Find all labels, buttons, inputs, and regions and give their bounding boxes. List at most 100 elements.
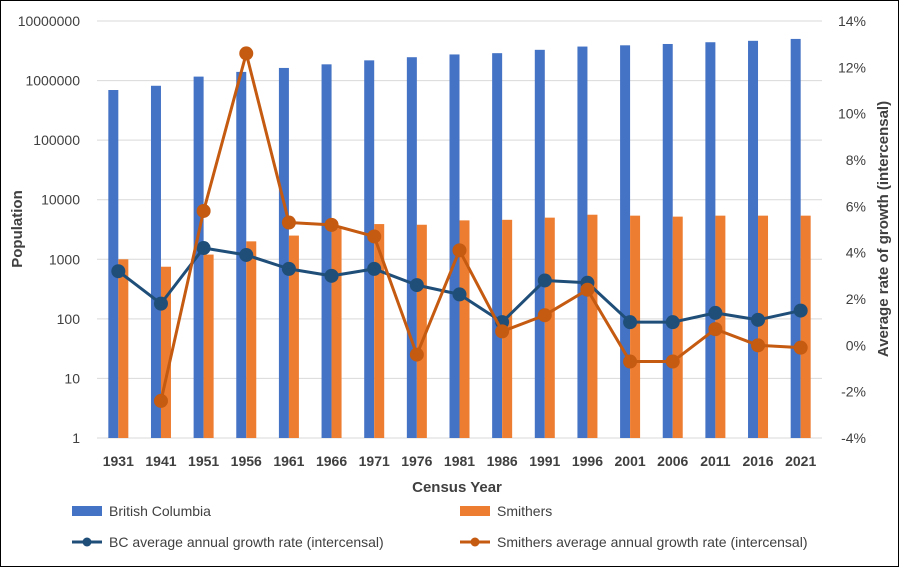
- y-tick-label: 100: [57, 311, 81, 327]
- y2-tick-label: 6%: [846, 198, 866, 214]
- y-tick-label: 10000: [41, 192, 80, 208]
- x-tick-label: 1961: [273, 453, 304, 469]
- point-smithers-average-annual-growth-rate-intercensal: [196, 203, 211, 218]
- point-smithers-average-annual-growth-rate-intercensal: [153, 393, 168, 408]
- y2-tick-label: -4%: [841, 430, 866, 446]
- legend-label-british-columbia: British Columbia: [109, 503, 211, 519]
- point-bc-average-annual-growth-rate-intercensal: [111, 264, 126, 279]
- y-axis-title: Population: [9, 190, 26, 268]
- x-tick-label: 2011: [700, 453, 731, 469]
- point-smithers-average-annual-growth-rate-intercensal: [793, 340, 808, 355]
- bar-british-columbia: [492, 53, 503, 439]
- y2-tick-label: 2%: [846, 291, 866, 307]
- point-smithers-average-annual-growth-rate-intercensal: [239, 46, 254, 61]
- bar-smithers: [160, 266, 171, 438]
- x-tick-label: 1966: [316, 453, 347, 469]
- legend-item-smithers: Smithers: [460, 503, 552, 519]
- x-tick-label: 2006: [657, 453, 688, 469]
- right-axis-ticks: -4% -2% 0% 2% 4% 6% 8% 10% 12% 14%: [838, 13, 866, 446]
- point-bc-average-annual-growth-rate-intercensal: [153, 296, 168, 311]
- point-bc-average-annual-growth-rate-intercensal: [623, 315, 638, 330]
- point-smithers-average-annual-growth-rate-intercensal: [580, 282, 595, 297]
- x-tick-label: 1951: [188, 453, 219, 469]
- y2-tick-label: 12%: [838, 59, 866, 75]
- y-tick-label: 1000: [49, 251, 80, 267]
- y2-tick-label: 14%: [838, 13, 866, 29]
- legend: British Columbia Smithers BC average ann…: [72, 503, 808, 550]
- x-tick-label: 1991: [529, 453, 560, 469]
- bar-british-columbia: [108, 90, 119, 438]
- bar-smithers: [758, 215, 769, 438]
- x-tick-label: 1986: [487, 453, 518, 469]
- point-bc-average-annual-growth-rate-intercensal: [239, 247, 254, 262]
- bar-smithers: [288, 235, 299, 438]
- point-smithers-average-annual-growth-rate-intercensal: [452, 243, 467, 258]
- x-tick-label: 1971: [359, 453, 390, 469]
- point-smithers-average-annual-growth-rate-intercensal: [537, 308, 552, 323]
- bar-smithers: [246, 241, 257, 438]
- point-smithers-average-annual-growth-rate-intercensal: [623, 354, 638, 369]
- y2-axis-title: Average rate of growth (intercensal): [875, 101, 892, 357]
- line-smithers-average-annual-growth-rate-intercensal: [159, 51, 801, 402]
- legend-swatch-smithers: [460, 506, 490, 516]
- y2-tick-label: 10%: [838, 106, 866, 122]
- legend-marker-smithers-growth: [470, 537, 480, 547]
- point-bc-average-annual-growth-rate-intercensal: [665, 315, 680, 330]
- point-bc-average-annual-growth-rate-intercensal: [452, 287, 467, 302]
- y2-tick-label: 0%: [846, 337, 866, 353]
- x-tick-label: 1931: [103, 453, 134, 469]
- x-tick-label: 2001: [615, 453, 646, 469]
- bar-british-columbia: [748, 40, 759, 438]
- bar-british-columbia: [278, 67, 289, 439]
- y2-tick-label: 4%: [846, 245, 866, 261]
- x-tick-label: 1976: [401, 453, 432, 469]
- point-smithers-average-annual-growth-rate-intercensal: [495, 324, 510, 339]
- x-tick-label: 1956: [231, 453, 262, 469]
- point-bc-average-annual-growth-rate-intercensal: [751, 312, 766, 327]
- point-smithers-average-annual-growth-rate-intercensal: [367, 229, 382, 244]
- bar-british-columbia: [364, 60, 375, 438]
- point-bc-average-annual-growth-rate-intercensal: [793, 303, 808, 318]
- legend-swatch-british-columbia: [72, 506, 102, 516]
- y2-tick-label: 8%: [846, 152, 866, 168]
- bar-smithers: [416, 224, 427, 438]
- point-bc-average-annual-growth-rate-intercensal: [367, 261, 382, 276]
- gridlines: [97, 20, 822, 439]
- point-smithers-average-annual-growth-rate-intercensal: [665, 354, 680, 369]
- bar-smithers: [374, 224, 385, 438]
- x-tick-label: 2021: [785, 453, 816, 469]
- point-smithers-average-annual-growth-rate-intercensal: [708, 322, 723, 337]
- bar-smithers: [331, 228, 342, 438]
- bar-british-columbia: [577, 46, 588, 438]
- bar-british-columbia: [790, 38, 801, 439]
- legend-label-smithers: Smithers: [497, 503, 552, 519]
- legend-label-smithers-growth: Smithers average annual growth rate (int…: [497, 534, 808, 550]
- bar-british-columbia: [620, 45, 631, 439]
- y-tick-label: 1000000: [25, 73, 80, 89]
- bar-british-columbia: [534, 49, 545, 439]
- bar-british-columbia: [406, 57, 417, 438]
- y-tick-label: 10000000: [18, 13, 81, 29]
- legend-label-bc-growth: BC average annual growth rate (intercens…: [109, 534, 384, 550]
- point-smithers-average-annual-growth-rate-intercensal: [324, 217, 339, 232]
- bars: [108, 38, 811, 439]
- point-smithers-average-annual-growth-rate-intercensal: [751, 338, 766, 353]
- legend-marker-bc-growth: [82, 537, 92, 547]
- x-axis-ticks: 1931 1941 1951 1956 1961 1966 1971 1976 1981 1986…: [103, 453, 817, 469]
- bar-smithers: [544, 217, 555, 438]
- bar-british-columbia: [321, 64, 332, 438]
- x-tick-label: 1996: [572, 453, 603, 469]
- bar-smithers: [203, 254, 214, 438]
- point-bc-average-annual-growth-rate-intercensal: [537, 273, 552, 288]
- y-tick-label: 1: [72, 430, 80, 446]
- y-tick-label: 10: [64, 370, 80, 386]
- bar-british-columbia: [662, 43, 673, 438]
- point-smithers-average-annual-growth-rate-intercensal: [409, 347, 424, 362]
- point-bc-average-annual-growth-rate-intercensal: [324, 268, 339, 283]
- lines: [111, 46, 808, 408]
- y-tick-label: 100000: [33, 132, 80, 148]
- x-tick-label: 1981: [444, 453, 475, 469]
- point-bc-average-annual-growth-rate-intercensal: [281, 261, 296, 276]
- legend-item-british-columbia: British Columbia: [72, 503, 211, 519]
